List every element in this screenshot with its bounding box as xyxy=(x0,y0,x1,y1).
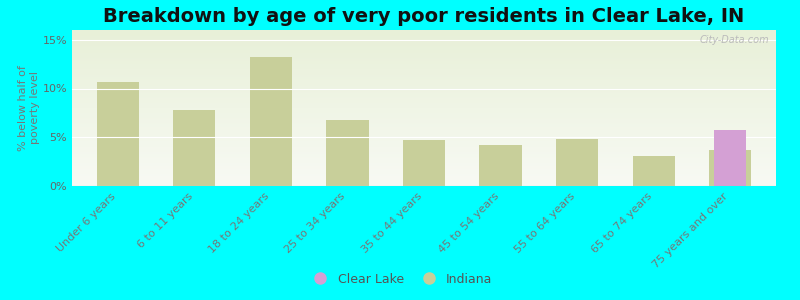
Y-axis label: % below half of
poverty level: % below half of poverty level xyxy=(18,65,40,151)
Bar xyxy=(403,140,445,186)
Title: Breakdown by age of very poor residents in Clear Lake, IN: Breakdown by age of very poor residents … xyxy=(103,7,745,26)
Bar xyxy=(714,130,746,186)
Bar xyxy=(326,120,369,186)
Legend: Clear Lake, Indiana: Clear Lake, Indiana xyxy=(302,268,498,291)
Bar xyxy=(633,156,674,186)
Text: City-Data.com: City-Data.com xyxy=(699,35,769,45)
Bar xyxy=(97,82,139,186)
Bar xyxy=(479,145,522,186)
Bar xyxy=(250,57,292,186)
Bar xyxy=(174,110,215,186)
Bar xyxy=(556,139,598,186)
Bar xyxy=(709,150,751,186)
